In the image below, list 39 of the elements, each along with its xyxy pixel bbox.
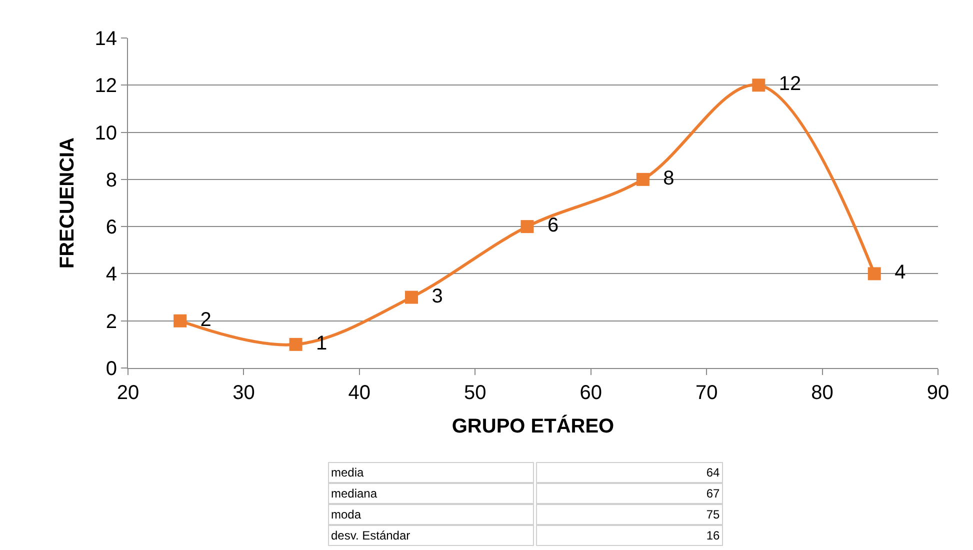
point	[520, 220, 534, 234]
y-tick-label: 10	[94, 122, 117, 144]
point	[174, 314, 187, 328]
x-tick-label: 60	[580, 382, 602, 404]
point	[868, 267, 881, 280]
y-tick-label: 2	[106, 310, 117, 333]
data-label: 6	[536, 214, 559, 237]
point	[289, 338, 302, 351]
x-tick-label: 40	[348, 382, 371, 404]
data-label: 8	[652, 167, 674, 190]
x-tick-label: 80	[811, 382, 834, 404]
x-tick-label: 20	[116, 382, 140, 404]
text: 75	[706, 508, 720, 522]
y-tick-label: 4	[106, 264, 117, 286]
text: moda	[331, 508, 362, 522]
y-tick-label: 8	[106, 169, 117, 192]
point	[752, 78, 766, 92]
text: 64	[706, 466, 720, 480]
data-label: 2	[189, 308, 212, 331]
y-tick-label: 0	[106, 358, 117, 380]
y-tick-label: 6	[106, 216, 117, 239]
x-axis-title: GRUPO ETÁREO	[452, 414, 614, 438]
data-label: 4	[883, 262, 906, 284]
text: 16	[706, 528, 720, 542]
x-tick-label: 70	[695, 382, 718, 404]
x-tick-label: 90	[926, 382, 950, 404]
point	[405, 290, 418, 304]
text: desv. Estándar	[331, 528, 410, 542]
y-tick-label: 12	[94, 75, 117, 98]
data-label: 12	[768, 73, 802, 96]
y-axis-title: FRECUENCIA	[56, 137, 78, 269]
text: mediana	[331, 486, 378, 500]
point	[636, 172, 650, 186]
text: 67	[706, 486, 720, 500]
data-label: 3	[420, 285, 443, 308]
text: media	[331, 466, 364, 480]
y-tick-label: 14	[94, 28, 117, 50]
x-tick-label: 30	[232, 382, 255, 404]
x-tick-label: 50	[464, 382, 486, 404]
